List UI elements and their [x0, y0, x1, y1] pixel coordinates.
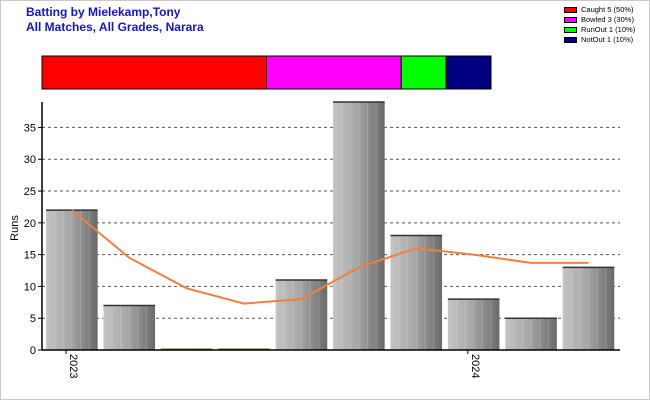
bar-1	[102, 304, 156, 350]
dismissal-segment-bowled	[266, 55, 402, 90]
dismissal-segment-caught	[41, 55, 267, 90]
y-tick-label-35: 35	[24, 122, 36, 134]
x-tick-label-2023: 2023	[67, 354, 79, 378]
legend-item-runout: RunOut 1 (10%)	[564, 25, 635, 35]
chart-title: Batting by Mielekamp,Tony All Matches, A…	[26, 5, 204, 35]
legend-label-notout: NotOut 1 (10%)	[581, 35, 634, 44]
axes: 0 5 10 15 20 25 30 35 2023 2024	[24, 102, 620, 378]
bar-8-body	[505, 318, 557, 350]
y-tick-label-5: 5	[30, 313, 36, 325]
bar-4	[275, 279, 328, 350]
bar-0	[45, 209, 98, 350]
bar-9	[562, 266, 615, 350]
legend-swatch-caught	[564, 7, 577, 13]
legend-swatch-notout	[564, 37, 577, 43]
legend-item-bowled: Bowled 3 (30%)	[564, 15, 635, 25]
dismissal-bar	[41, 55, 492, 90]
bar-9-body	[562, 267, 615, 350]
y-tick-label-30: 30	[24, 154, 36, 166]
bars	[45, 101, 615, 350]
y-tick-label-0: 0	[30, 345, 36, 357]
legend-item-notout: NotOut 1 (10%)	[564, 35, 635, 45]
title-line-1: Batting by Mielekamp,Tony	[26, 5, 181, 19]
x-tick-label-2024: 2024	[469, 354, 481, 378]
bar-7	[447, 298, 500, 350]
bar-5-body	[333, 102, 385, 350]
trend-line	[71, 209, 589, 305]
bar-0-body	[46, 210, 98, 350]
bar-4-body	[275, 280, 328, 350]
legend-swatch-bowled	[564, 17, 577, 23]
gridlines	[42, 126, 620, 319]
y-tick-label-10: 10	[24, 281, 36, 293]
bar-8	[504, 317, 557, 350]
bar-1-body	[103, 305, 156, 350]
y-tick-label-20: 20	[24, 218, 36, 230]
bar-6	[389, 234, 443, 350]
legend: Caught 5 (50%) Bowled 3 (30%) RunOut 1 (…	[564, 5, 635, 45]
dismissal-segment-runout	[400, 55, 447, 90]
legend-item-caught: Caught 5 (50%)	[564, 5, 635, 15]
bar-7-body	[447, 299, 500, 350]
legend-label-bowled: Bowled 3 (30%)	[581, 15, 634, 24]
trend-line-group	[71, 209, 589, 305]
title-line-2: All Matches, All Grades, Narara	[26, 20, 204, 34]
bar-5	[332, 101, 385, 350]
legend-label-runout: RunOut 1 (10%)	[581, 25, 636, 34]
legend-label-caught: Caught 5 (50%)	[581, 5, 634, 14]
y-tick-label-25: 25	[24, 186, 36, 198]
y-tick-label-15: 15	[24, 250, 36, 262]
legend-swatch-runout	[564, 27, 577, 33]
dismissal-segment-notout	[445, 55, 492, 90]
y-axis-label: Runs	[9, 215, 21, 241]
